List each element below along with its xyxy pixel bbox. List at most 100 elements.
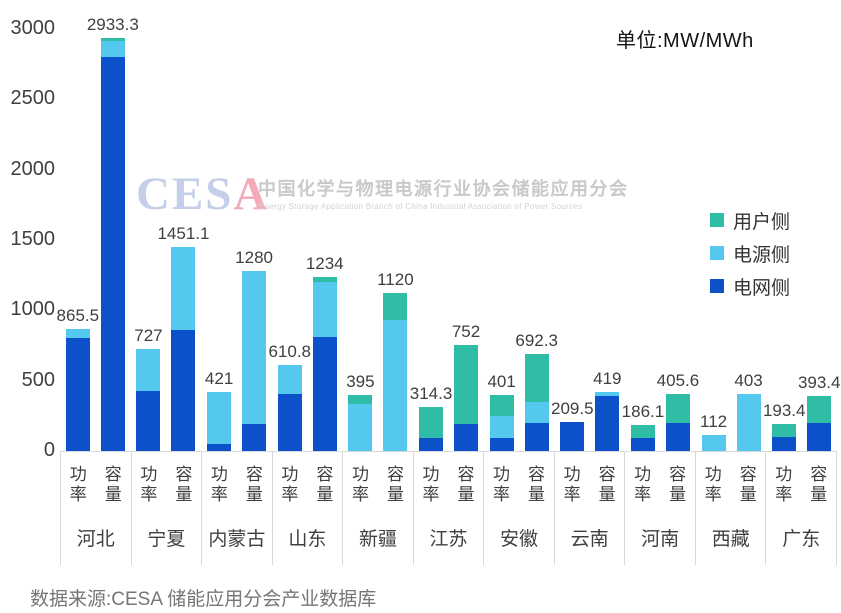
bar-segment-user [419, 406, 444, 438]
bar-group-新疆: 395 1120 [343, 29, 414, 451]
bar-value-label: 393.4 [797, 372, 841, 392]
legend-item-grid: 电网侧 [710, 275, 790, 299]
axis-kind-label: 功率 [563, 465, 581, 504]
y-axis-tick-label: 0 [43, 439, 55, 461]
y-axis-tick-label: 1000 [10, 298, 56, 321]
bar-segment-user [454, 345, 479, 425]
axis-kind-label: 功率 [493, 465, 511, 504]
stacked-bar-宁夏-容量: 1451.1 [157, 224, 209, 451]
bar-segment-grid [277, 393, 302, 451]
bar-segment-grid [665, 422, 690, 451]
bar-segment-source [312, 282, 337, 338]
bar-segment-source [489, 415, 514, 439]
axis-kind-row: 功率容量 [419, 452, 478, 518]
bar-group-江苏: 314.3 752 [410, 29, 484, 451]
axis-kind-label: 容量 [386, 465, 404, 504]
y-axis-tick-label: 2500 [10, 87, 56, 110]
legend-swatch-user [710, 213, 724, 227]
bar-value-label: 727 [134, 325, 163, 345]
bar-value-label: 186.1 [621, 401, 665, 421]
y-axis-tick-label: 2000 [10, 157, 56, 180]
axis-kind-label: 容量 [669, 465, 687, 504]
bar-segment-grid [630, 437, 655, 451]
bar-segment-grid [136, 391, 161, 451]
axis-province-label: 安徽 [500, 529, 539, 550]
stacked-bar-新疆-功率: 395 [346, 372, 375, 451]
axis-kind-row: 功率容量 [137, 452, 196, 518]
bar-segment-source [171, 246, 196, 330]
stacked-bar-河北-功率: 865.5 [57, 306, 99, 451]
bar-segment-grid [807, 422, 832, 451]
bar-group-广东: 193.4 393.4 [763, 29, 840, 451]
x-axis-group-河北: 功率容量河北 [60, 452, 132, 565]
axis-province-label: 江苏 [429, 529, 468, 550]
axis-province-label: 西藏 [711, 529, 750, 550]
axis-kind-label: 容量 [739, 465, 757, 504]
bar-segment-grid [65, 338, 90, 451]
bar-value-label: 865.5 [56, 306, 100, 326]
axis-kind-label: 容量 [175, 465, 193, 504]
bar-segment-source [277, 365, 302, 394]
bar-value-label: 112 [700, 412, 728, 432]
x-axis-group-安徽: 功率容量安徽 [484, 452, 555, 565]
bar-value-label: 401 [487, 371, 516, 391]
stacked-bar-广东-容量: 393.4 [798, 373, 840, 451]
y-axis-tick-label: 500 [21, 368, 55, 391]
x-axis-group-西藏: 功率容量西藏 [696, 452, 767, 565]
axis-province-label: 河南 [641, 529, 680, 550]
axis-kind-label: 容量 [457, 465, 475, 504]
axis-kind-label: 容量 [316, 465, 334, 504]
bar-group-内蒙古: 421 1280 [201, 29, 273, 451]
bar-segment-user [772, 423, 797, 437]
stacked-bar-新疆-容量: 1120 [377, 270, 414, 451]
legend-swatch-grid [710, 279, 724, 293]
bar-segment-source [136, 348, 161, 392]
stacked-bar-山东-功率: 610.8 [268, 342, 311, 451]
legend-swatch-source [710, 246, 724, 260]
x-axis-group-山东: 功率容量山东 [273, 452, 344, 565]
x-axis-group-广东: 功率容量广东 [766, 452, 838, 565]
bar-segment-grid [207, 443, 232, 451]
axis-kind-label: 容量 [245, 465, 263, 504]
bar-segment-grid [454, 424, 479, 451]
x-axis-group-内蒙古: 功率容量内蒙古 [202, 452, 273, 565]
axis-kind-row: 功率容量 [631, 452, 690, 518]
stacked-bar-宁夏-功率: 727 [134, 326, 163, 451]
bar-segment-source [100, 40, 125, 58]
legend-item-source: 电源侧 [710, 242, 790, 266]
axis-province-label: 新疆 [358, 529, 397, 550]
axis-kind-label: 功率 [634, 465, 652, 504]
unit-label: 单位:MW/MWh [616, 30, 754, 52]
axis-kind-row: 功率容量 [490, 452, 549, 518]
bar-group-西藏: 112 403 [696, 29, 767, 451]
axis-kind-row: 功率容量 [348, 452, 407, 518]
legend-label: 用户侧 [733, 211, 791, 233]
stacked-bar-安徽-功率: 401 [487, 372, 516, 451]
stacked-bar-内蒙古-容量: 1280 [235, 248, 273, 451]
axis-kind-row: 功率容量 [772, 452, 831, 518]
stacked-bar-河南-功率: 186.1 [622, 402, 664, 451]
bar-value-label: 403 [734, 371, 763, 391]
axis-kind-label: 功率 [281, 465, 299, 504]
bar-segment-user [630, 424, 655, 438]
axis-kind-label: 功率 [210, 465, 228, 504]
stacked-bar-西藏-容量: 403 [734, 371, 763, 451]
bar-value-label: 419 [593, 369, 622, 389]
bar-segment-source [524, 402, 549, 424]
stacked-bar-河南-容量: 405.6 [657, 371, 699, 451]
bar-value-label: 405.6 [656, 370, 700, 390]
legend-item-user: 用户侧 [710, 209, 791, 233]
bar-value-label: 1120 [377, 270, 414, 290]
stacked-bar-西藏-功率: 112 [700, 412, 727, 451]
bar-segment-user [665, 393, 690, 423]
bar-segment-grid [312, 337, 337, 451]
axis-province-label: 河北 [76, 529, 115, 550]
axis-kind-row: 功率容量 [278, 452, 337, 518]
y-axis-tick-label: 3000 [10, 17, 56, 39]
bar-segment-grid [560, 421, 585, 451]
stacked-bar-江苏-功率: 314.3 [410, 384, 452, 451]
bar-value-label: 421 [204, 368, 234, 388]
bar-segment-user [312, 277, 337, 283]
bar-value-label: 610.8 [268, 342, 312, 362]
axis-province-label: 山东 [288, 529, 327, 550]
